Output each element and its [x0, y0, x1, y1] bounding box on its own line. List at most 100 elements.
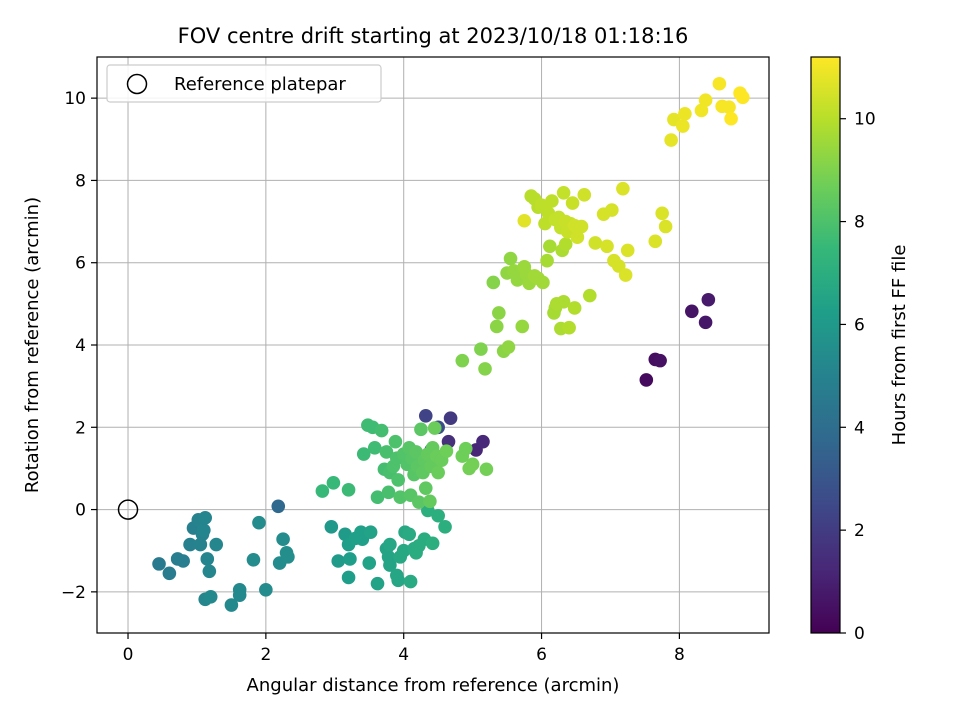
- x-tick-label: 0: [123, 645, 134, 665]
- data-point: [655, 206, 669, 221]
- data-point: [271, 499, 286, 514]
- data-point: [423, 494, 437, 509]
- data-point: [558, 237, 573, 251]
- colorbar-ticks: 0 2 4 6 8 10: [840, 110, 876, 644]
- data-point: [479, 462, 494, 477]
- legend-marker-icon: [126, 73, 148, 95]
- data-point: [658, 219, 673, 234]
- data-point: [570, 230, 585, 245]
- data-point: [685, 304, 699, 319]
- data-point: [476, 434, 490, 449]
- data-point: [545, 194, 559, 208]
- data-point: [193, 537, 208, 552]
- data-point: [474, 342, 488, 356]
- y-tick-label: 6: [75, 254, 86, 274]
- colorbar-tick-label: 6: [854, 315, 865, 335]
- data-point: [203, 589, 218, 604]
- data-point: [538, 216, 552, 231]
- data-point: [209, 537, 224, 552]
- data-point: [200, 552, 215, 566]
- data-point: [722, 100, 736, 114]
- data-point: [425, 536, 440, 551]
- y-tick-label: 0: [75, 501, 86, 521]
- data-point: [503, 251, 518, 266]
- data-point: [374, 423, 389, 438]
- data-point: [648, 234, 663, 249]
- data-point: [356, 447, 371, 461]
- colorbar-tick-label: 2: [854, 521, 865, 541]
- data-point: [198, 511, 213, 525]
- data-point: [176, 554, 190, 568]
- data-point: [562, 320, 576, 335]
- data-point: [324, 520, 339, 534]
- data-point: [486, 275, 501, 290]
- data-point: [600, 239, 614, 254]
- data-point: [701, 292, 716, 307]
- y-axis-label: Rotation from reference (arcmin): [22, 197, 43, 493]
- y-tick-label: −2: [61, 583, 86, 603]
- data-point: [694, 103, 709, 118]
- data-point: [152, 557, 166, 571]
- x-tick-label: 4: [398, 645, 409, 665]
- data-point: [698, 93, 713, 107]
- y-tick-label: 2: [75, 418, 86, 438]
- y-tick-label: 8: [75, 171, 86, 191]
- data-point: [664, 133, 678, 147]
- data-point: [583, 288, 597, 303]
- data-point: [620, 243, 635, 258]
- data-point: [540, 253, 554, 268]
- data-point: [492, 306, 506, 320]
- data-point: [438, 520, 452, 534]
- data-point: [639, 373, 654, 387]
- data-point: [252, 515, 266, 530]
- data-point: [246, 552, 261, 567]
- data-point: [362, 556, 377, 570]
- reference-platepar-marker: [117, 499, 139, 520]
- data-point: [678, 106, 692, 121]
- data-point: [565, 196, 580, 210]
- data-point: [259, 583, 273, 597]
- data-point: [458, 441, 473, 456]
- data-point: [383, 537, 397, 552]
- colorbar-tick-label: 8: [854, 213, 865, 233]
- data-point: [465, 457, 480, 472]
- x-tick-label: 6: [536, 645, 547, 665]
- data-point: [724, 111, 738, 126]
- chart-title: FOV centre drift starting at 2023/10/18 …: [178, 24, 689, 48]
- data-point: [443, 411, 458, 426]
- scatter-points: [152, 76, 750, 612]
- data-point: [412, 495, 426, 509]
- data-point: [574, 219, 589, 234]
- data-point: [162, 566, 177, 581]
- colorbar-label: Hours from first FF file: [889, 245, 910, 446]
- data-point: [379, 445, 394, 459]
- data-point: [197, 523, 211, 537]
- data-point: [367, 441, 382, 455]
- x-tick-label: 8: [674, 645, 685, 665]
- data-point: [577, 188, 592, 202]
- y-tick-label: 10: [64, 89, 86, 109]
- data-point: [202, 564, 217, 579]
- y-tick-label: 4: [75, 336, 86, 356]
- data-point: [501, 340, 516, 354]
- data-point: [393, 490, 408, 505]
- data-point: [431, 465, 445, 480]
- data-point: [517, 213, 532, 228]
- data-point: [388, 434, 403, 449]
- data-point: [515, 319, 530, 334]
- axis-ticks: 0 2 4 6 8 −2 0 2 4 6 8 10: [61, 89, 685, 665]
- data-point: [418, 408, 433, 423]
- data-point: [653, 353, 667, 368]
- data-point: [363, 525, 378, 539]
- data-point: [618, 268, 633, 282]
- data-point: [338, 527, 352, 542]
- data-point: [281, 550, 295, 564]
- data-point: [403, 574, 418, 589]
- data-point: [431, 508, 445, 523]
- data-point: [414, 422, 428, 437]
- data-point: [427, 421, 442, 435]
- data-point: [315, 484, 330, 498]
- data-point: [341, 570, 356, 585]
- data-point: [478, 362, 492, 376]
- data-point: [381, 485, 396, 500]
